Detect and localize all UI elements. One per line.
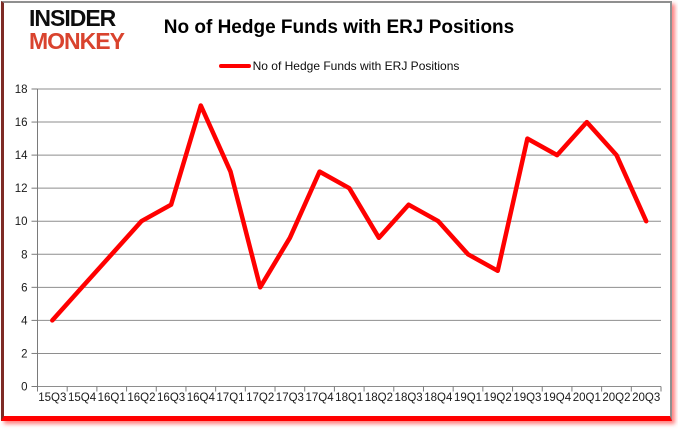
y-tick-label: 2 (21, 348, 27, 360)
x-tick-label: 19Q2 (484, 392, 512, 404)
x-tick-label: 17Q2 (246, 392, 274, 404)
y-tick-label: 12 (15, 183, 28, 195)
chart-title: No of Hedge Funds with ERJ Positions (163, 17, 515, 38)
x-tick-label: 17Q4 (305, 392, 334, 404)
x-tick-label: 17Q1 (216, 392, 244, 404)
x-tick-label: 16Q4 (187, 392, 216, 404)
x-tick-label: 15Q3 (38, 392, 66, 404)
y-tick-label: 10 (15, 216, 28, 228)
insider-monkey-logo: INSIDER MONKEY (29, 5, 125, 54)
x-tick-label: 20Q2 (602, 392, 630, 404)
x-tick-label: 18Q2 (365, 392, 393, 404)
y-tick-label: 6 (21, 282, 27, 294)
chart-frame (1, 1, 672, 421)
y-tick-label: 16 (15, 117, 28, 129)
x-tick-label: 20Q3 (632, 392, 660, 404)
x-tick-label: 19Q4 (543, 392, 572, 404)
y-tick-label: 4 (21, 315, 28, 327)
logo-line1: INSIDER (29, 5, 116, 31)
x-tick-label: 19Q1 (454, 392, 482, 404)
legend-line-swatch (218, 64, 251, 68)
x-tick-label: 19Q3 (513, 392, 541, 404)
y-tick-label: 8 (21, 249, 27, 261)
x-tick-label: 16Q2 (127, 392, 155, 404)
x-tick-label: 18Q3 (395, 392, 423, 404)
x-tick-label: 18Q1 (335, 392, 363, 404)
x-tick-label: 17Q3 (276, 392, 304, 404)
x-tick-label: 18Q4 (424, 392, 453, 404)
x-tick-label: 20Q1 (573, 392, 601, 404)
y-tick-label: 0 (21, 382, 27, 394)
x-tick-label: 15Q4 (68, 392, 97, 404)
logo-line2: MONKEY (29, 27, 125, 54)
y-tick-label: 14 (15, 150, 28, 162)
y-tick-label: 18 (15, 84, 28, 96)
series-line (50, 103, 649, 323)
x-tick-label: 16Q1 (98, 392, 126, 404)
x-tick-label: 16Q3 (157, 392, 185, 404)
chart-legend: No of Hedge Funds with ERJ Positions (0, 59, 678, 73)
legend-label: No of Hedge Funds with ERJ Positions (252, 59, 460, 73)
